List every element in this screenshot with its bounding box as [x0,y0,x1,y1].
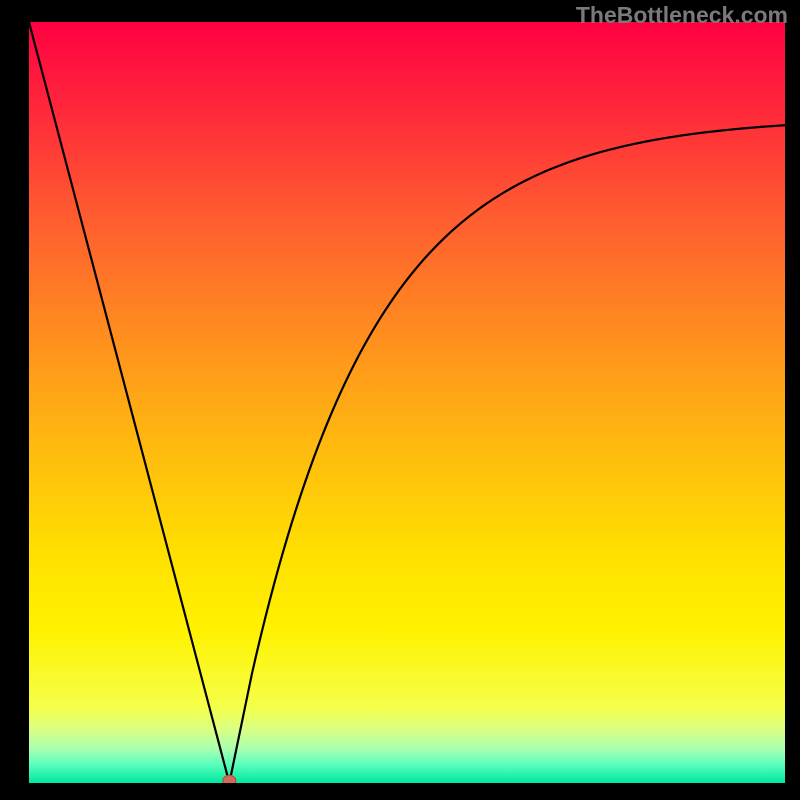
plot-area [29,22,785,783]
plot-svg [29,22,785,783]
watermark-text: TheBottleneck.com [576,2,788,29]
chart-container: TheBottleneck.com [0,0,800,800]
optimum-marker [223,775,236,783]
